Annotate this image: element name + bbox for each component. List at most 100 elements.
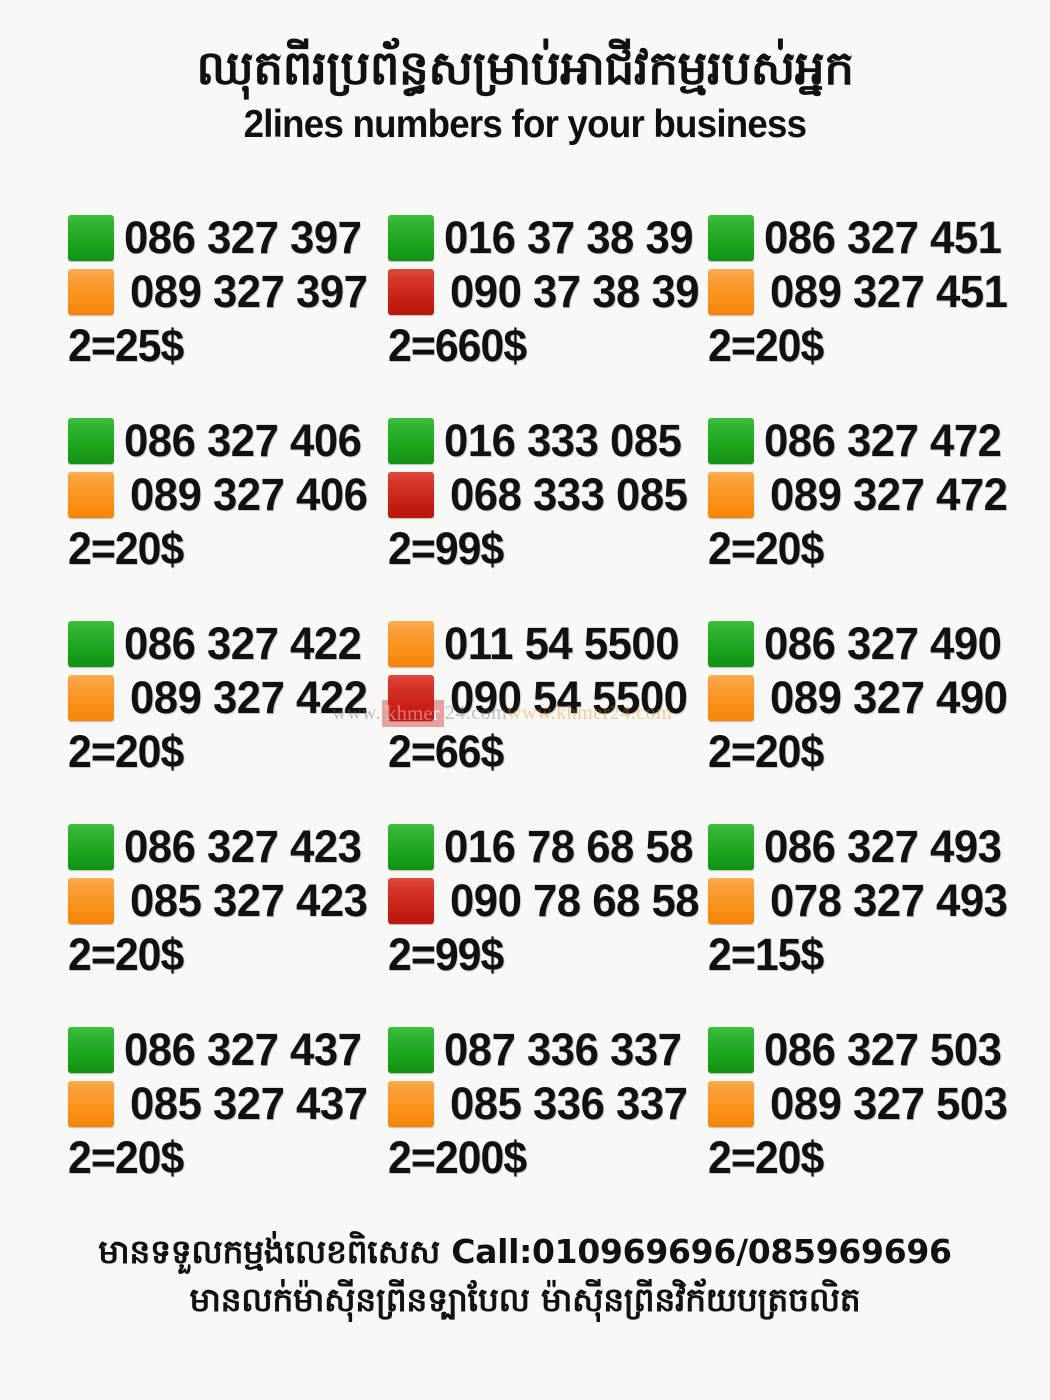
- number-line: 011 54 5500: [388, 618, 708, 670]
- number-cell[interactable]: 086 327 490 089 327 490 2=20$: [708, 618, 1008, 821]
- orange-badge-icon: [68, 472, 114, 518]
- phone-number[interactable]: 086 327 397: [124, 212, 362, 263]
- phone-number[interactable]: 085 327 437: [130, 1078, 368, 1129]
- number-line: 089 327 472: [708, 469, 1008, 521]
- number-cell[interactable]: 086 327 437 085 327 437 2=20$: [68, 1024, 388, 1227]
- page-title-english: 2lines numbers for your business: [243, 103, 807, 147]
- price-label: 2=20$: [68, 523, 184, 574]
- phone-number[interactable]: 085 336 337: [450, 1078, 688, 1129]
- number-line: 087 336 337: [388, 1024, 708, 1076]
- phone-number[interactable]: 086 327 406: [124, 415, 362, 466]
- number-line: 086 327 406: [68, 415, 388, 467]
- number-line: 089 327 422: [68, 672, 388, 724]
- number-grid: 086 327 397 089 327 397 2=25$ 016 37 38 39 0…: [68, 212, 1008, 1227]
- orange-badge-icon: [708, 472, 754, 518]
- green-badge-icon: [68, 418, 114, 464]
- price-label: 2=20$: [708, 726, 824, 777]
- price-label: 2=20$: [708, 320, 824, 371]
- phone-number[interactable]: 089 327 397: [130, 266, 368, 317]
- number-line: 086 327 493: [708, 821, 1002, 873]
- number-line: 085 327 423: [68, 875, 388, 927]
- number-cell[interactable]: 086 327 397 089 327 397 2=25$: [68, 212, 388, 415]
- number-line: 086 327 490: [708, 618, 1002, 670]
- orange-badge-icon: [388, 1081, 434, 1127]
- number-cell[interactable]: 016 78 68 58 090 78 68 58 2=99$: [388, 821, 708, 1024]
- number-line: 089 327 451: [708, 266, 1008, 318]
- number-cell[interactable]: 086 327 406 089 327 406 2=20$: [68, 415, 388, 618]
- phone-number[interactable]: 086 327 490: [764, 618, 1002, 669]
- number-line: 090 37 38 39: [388, 266, 708, 318]
- price-label: 2=66$: [388, 726, 504, 777]
- green-badge-icon: [68, 215, 114, 261]
- price-label: 2=20$: [68, 929, 184, 980]
- orange-badge-icon: [68, 269, 114, 315]
- green-badge-icon: [388, 418, 434, 464]
- phone-number[interactable]: 089 327 503: [770, 1078, 1008, 1129]
- orange-badge-icon: [708, 269, 754, 315]
- number-cell[interactable]: 086 327 423 085 327 423 2=20$: [68, 821, 388, 1024]
- phone-number[interactable]: 086 327 423: [124, 821, 362, 872]
- orange-badge-icon: [68, 1081, 114, 1127]
- orange-badge-icon: [388, 621, 434, 667]
- number-line: 089 327 490: [708, 672, 1008, 724]
- number-line: 089 327 397: [68, 266, 388, 318]
- orange-badge-icon: [68, 675, 114, 721]
- number-cell[interactable]: 016 333 085 068 333 085 2=99$: [388, 415, 708, 618]
- phone-number[interactable]: 016 78 68 58: [444, 821, 694, 872]
- number-cell[interactable]: 086 327 493 078 327 493 2=15$: [708, 821, 1008, 1024]
- green-badge-icon: [708, 418, 754, 464]
- phone-number[interactable]: 089 327 472: [770, 469, 1008, 520]
- green-badge-icon: [708, 824, 754, 870]
- price-label: 2=99$: [388, 929, 504, 980]
- green-badge-icon: [708, 215, 754, 261]
- phone-number[interactable]: 086 327 422: [124, 618, 362, 669]
- footer-line-contact: មានទទួលកម្មង់លេខពិសេស Call:010969696/085…: [98, 1232, 952, 1271]
- phone-number[interactable]: 089 327 406: [130, 469, 368, 520]
- phone-number[interactable]: 016 333 085: [444, 415, 682, 466]
- number-line: 078 327 493: [708, 875, 1008, 927]
- phone-number[interactable]: 090 37 38 39: [450, 266, 700, 317]
- phone-number[interactable]: 086 327 451: [764, 212, 1002, 263]
- phone-number[interactable]: 086 327 493: [764, 821, 1002, 872]
- number-cell[interactable]: 086 327 451 089 327 451 2=20$: [708, 212, 1008, 415]
- orange-badge-icon: [708, 878, 754, 924]
- phone-number[interactable]: 086 327 437: [124, 1024, 362, 1075]
- green-badge-icon: [68, 1027, 114, 1073]
- phone-number[interactable]: 016 37 38 39: [444, 212, 694, 263]
- phone-number[interactable]: 011 54 5500: [444, 618, 679, 669]
- number-cell[interactable]: 086 327 422 089 327 422 2=20$: [68, 618, 388, 821]
- phone-number[interactable]: 085 327 423: [130, 875, 368, 926]
- number-line: 016 78 68 58: [388, 821, 708, 873]
- phone-number[interactable]: 086 327 472: [764, 415, 1002, 466]
- number-line: 085 327 437: [68, 1078, 388, 1130]
- phone-number[interactable]: 068 333 085: [450, 469, 688, 520]
- number-cell[interactable]: 087 336 337 085 336 337 2=200$: [388, 1024, 708, 1227]
- green-badge-icon: [388, 1027, 434, 1073]
- number-cell[interactable]: 086 327 472 089 327 472 2=20$: [708, 415, 1008, 618]
- number-line: 090 78 68 58: [388, 875, 708, 927]
- number-line: 086 327 451: [708, 212, 1002, 264]
- number-line: 086 327 422: [68, 618, 388, 670]
- number-cell[interactable]: 011 54 5500 090 54 5500 2=66$: [388, 618, 708, 821]
- phone-number[interactable]: 087 336 337: [444, 1024, 682, 1075]
- number-line: 086 327 437: [68, 1024, 388, 1076]
- number-cell[interactable]: 016 37 38 39 090 37 38 39 2=660$: [388, 212, 708, 415]
- number-line: 085 336 337: [388, 1078, 708, 1130]
- phone-number[interactable]: 090 54 5500: [450, 672, 688, 723]
- price-label: 2=25$: [68, 320, 184, 371]
- price-label: 2=20$: [68, 726, 184, 777]
- phone-number[interactable]: 090 78 68 58: [450, 875, 700, 926]
- phone-number[interactable]: 089 327 422: [130, 672, 368, 723]
- orange-badge-icon: [708, 1081, 754, 1127]
- orange-badge-icon: [708, 675, 754, 721]
- red-badge-icon: [388, 675, 434, 721]
- number-line: 089 327 406: [68, 469, 388, 521]
- number-cell[interactable]: 086 327 503 089 327 503 2=20$: [708, 1024, 1008, 1227]
- phone-number[interactable]: 089 327 451: [770, 266, 1008, 317]
- phone-number[interactable]: 089 327 490: [770, 672, 1008, 723]
- price-label: 2=200$: [388, 1132, 527, 1183]
- phone-number[interactable]: 086 327 503: [764, 1024, 1002, 1075]
- red-badge-icon: [388, 269, 434, 315]
- phone-number[interactable]: 078 327 493: [770, 875, 1008, 926]
